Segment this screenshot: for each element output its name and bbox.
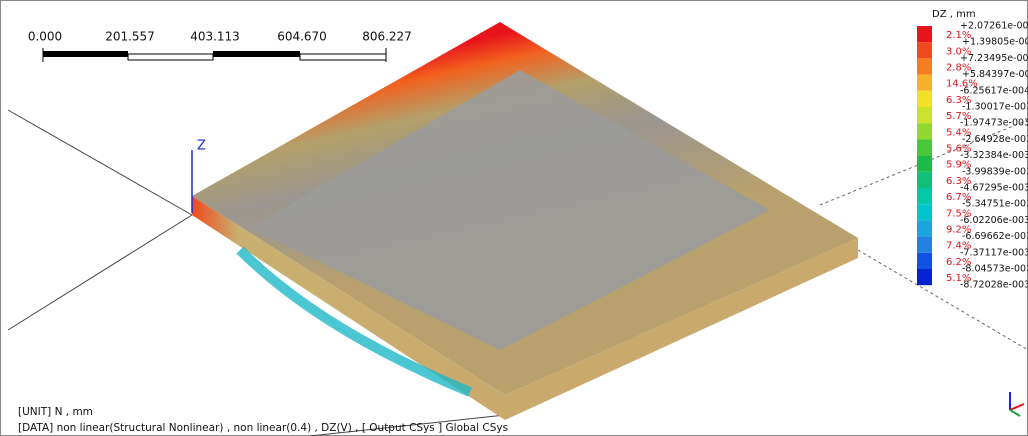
legend-value: +2.07261e-003 bbox=[960, 21, 1028, 32]
legend-value: -8.04573e-003 bbox=[962, 264, 1028, 275]
legend-value: -6.25617e-004 bbox=[960, 85, 1028, 96]
legend-swatch bbox=[917, 172, 932, 188]
legend-swatch bbox=[917, 123, 932, 139]
scale-label: 806.227 bbox=[362, 30, 412, 44]
scale-label: 201.557 bbox=[105, 30, 155, 44]
viewport: Z 0.000 201.557 403.113 604.670 806.227 DZ ,… bbox=[0, 0, 1028, 436]
legend-value: -6.69662e-003 bbox=[962, 231, 1028, 242]
legend-value: +7.23495e-004 bbox=[960, 53, 1028, 64]
legend-value: -2.64928e-003 bbox=[962, 134, 1028, 145]
legend-value: -6.02206e-003 bbox=[960, 215, 1028, 226]
legend-value: -5.34751e-003 bbox=[962, 199, 1028, 210]
legend-swatch bbox=[917, 156, 932, 172]
footer-unit: [UNIT] N , mm bbox=[18, 406, 93, 418]
legend-value: -7.37117e-003 bbox=[960, 247, 1028, 258]
legend-swatch bbox=[917, 269, 932, 285]
legend-swatch bbox=[917, 107, 932, 123]
legend-swatch bbox=[917, 188, 932, 204]
legend-value: -1.97473e-003 bbox=[960, 118, 1028, 129]
legend-swatch bbox=[917, 204, 932, 220]
axis-label: Z bbox=[197, 139, 206, 154]
legend-swatch bbox=[917, 58, 932, 74]
legend-swatch bbox=[917, 220, 932, 236]
scale-label: 604.670 bbox=[277, 30, 327, 44]
scale-label: 0.000 bbox=[28, 30, 62, 44]
legend-value: +1.39805e-003 bbox=[962, 37, 1028, 48]
legend-swatch bbox=[917, 42, 932, 58]
legend-value: -3.99839e-003 bbox=[962, 166, 1028, 177]
legend-swatch bbox=[917, 253, 932, 269]
legend-value: -8.72028e-003 bbox=[960, 280, 1028, 291]
legend-title: DZ , mm bbox=[932, 9, 976, 20]
legend-swatch bbox=[917, 26, 932, 42]
legend-value: +5.84397e-005 bbox=[962, 69, 1028, 80]
legend-swatch bbox=[917, 91, 932, 107]
legend-swatch bbox=[917, 75, 932, 91]
legend-value: -3.32384e-003 bbox=[960, 150, 1028, 161]
legend-value: -1.30017e-003 bbox=[962, 102, 1028, 113]
scale-label: 403.113 bbox=[190, 30, 240, 44]
legend-swatch bbox=[917, 237, 932, 253]
footer-data: [DATA] non linear(Structural Nonlinear) … bbox=[18, 422, 508, 434]
legend-value: -4.67295e-003 bbox=[960, 183, 1028, 194]
legend-swatch bbox=[917, 139, 932, 155]
